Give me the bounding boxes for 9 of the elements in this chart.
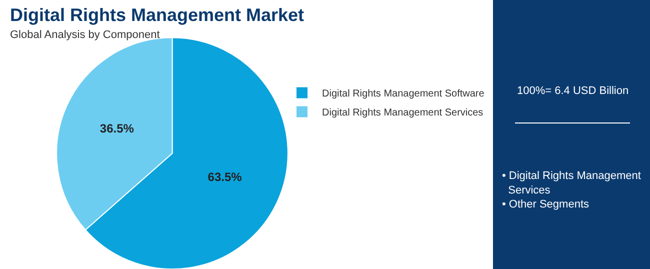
legend-label: Digital Rights Management Software: [322, 88, 485, 100]
text: • Other Segments: [502, 198, 590, 211]
chart-subtitle: Global Analysis by Component: [10, 29, 160, 41]
data-label: 63.5%: [208, 170, 242, 184]
legend-label: Digital Rights Management Services: [322, 108, 484, 119]
text: 100%= 6.4 USD Billion: [517, 85, 629, 97]
chart-title: Digital Rights Management Market: [10, 5, 304, 25]
data-label: 36.5%: [100, 121, 134, 136]
text: • Digital Rights Management Services: [502, 170, 641, 196]
